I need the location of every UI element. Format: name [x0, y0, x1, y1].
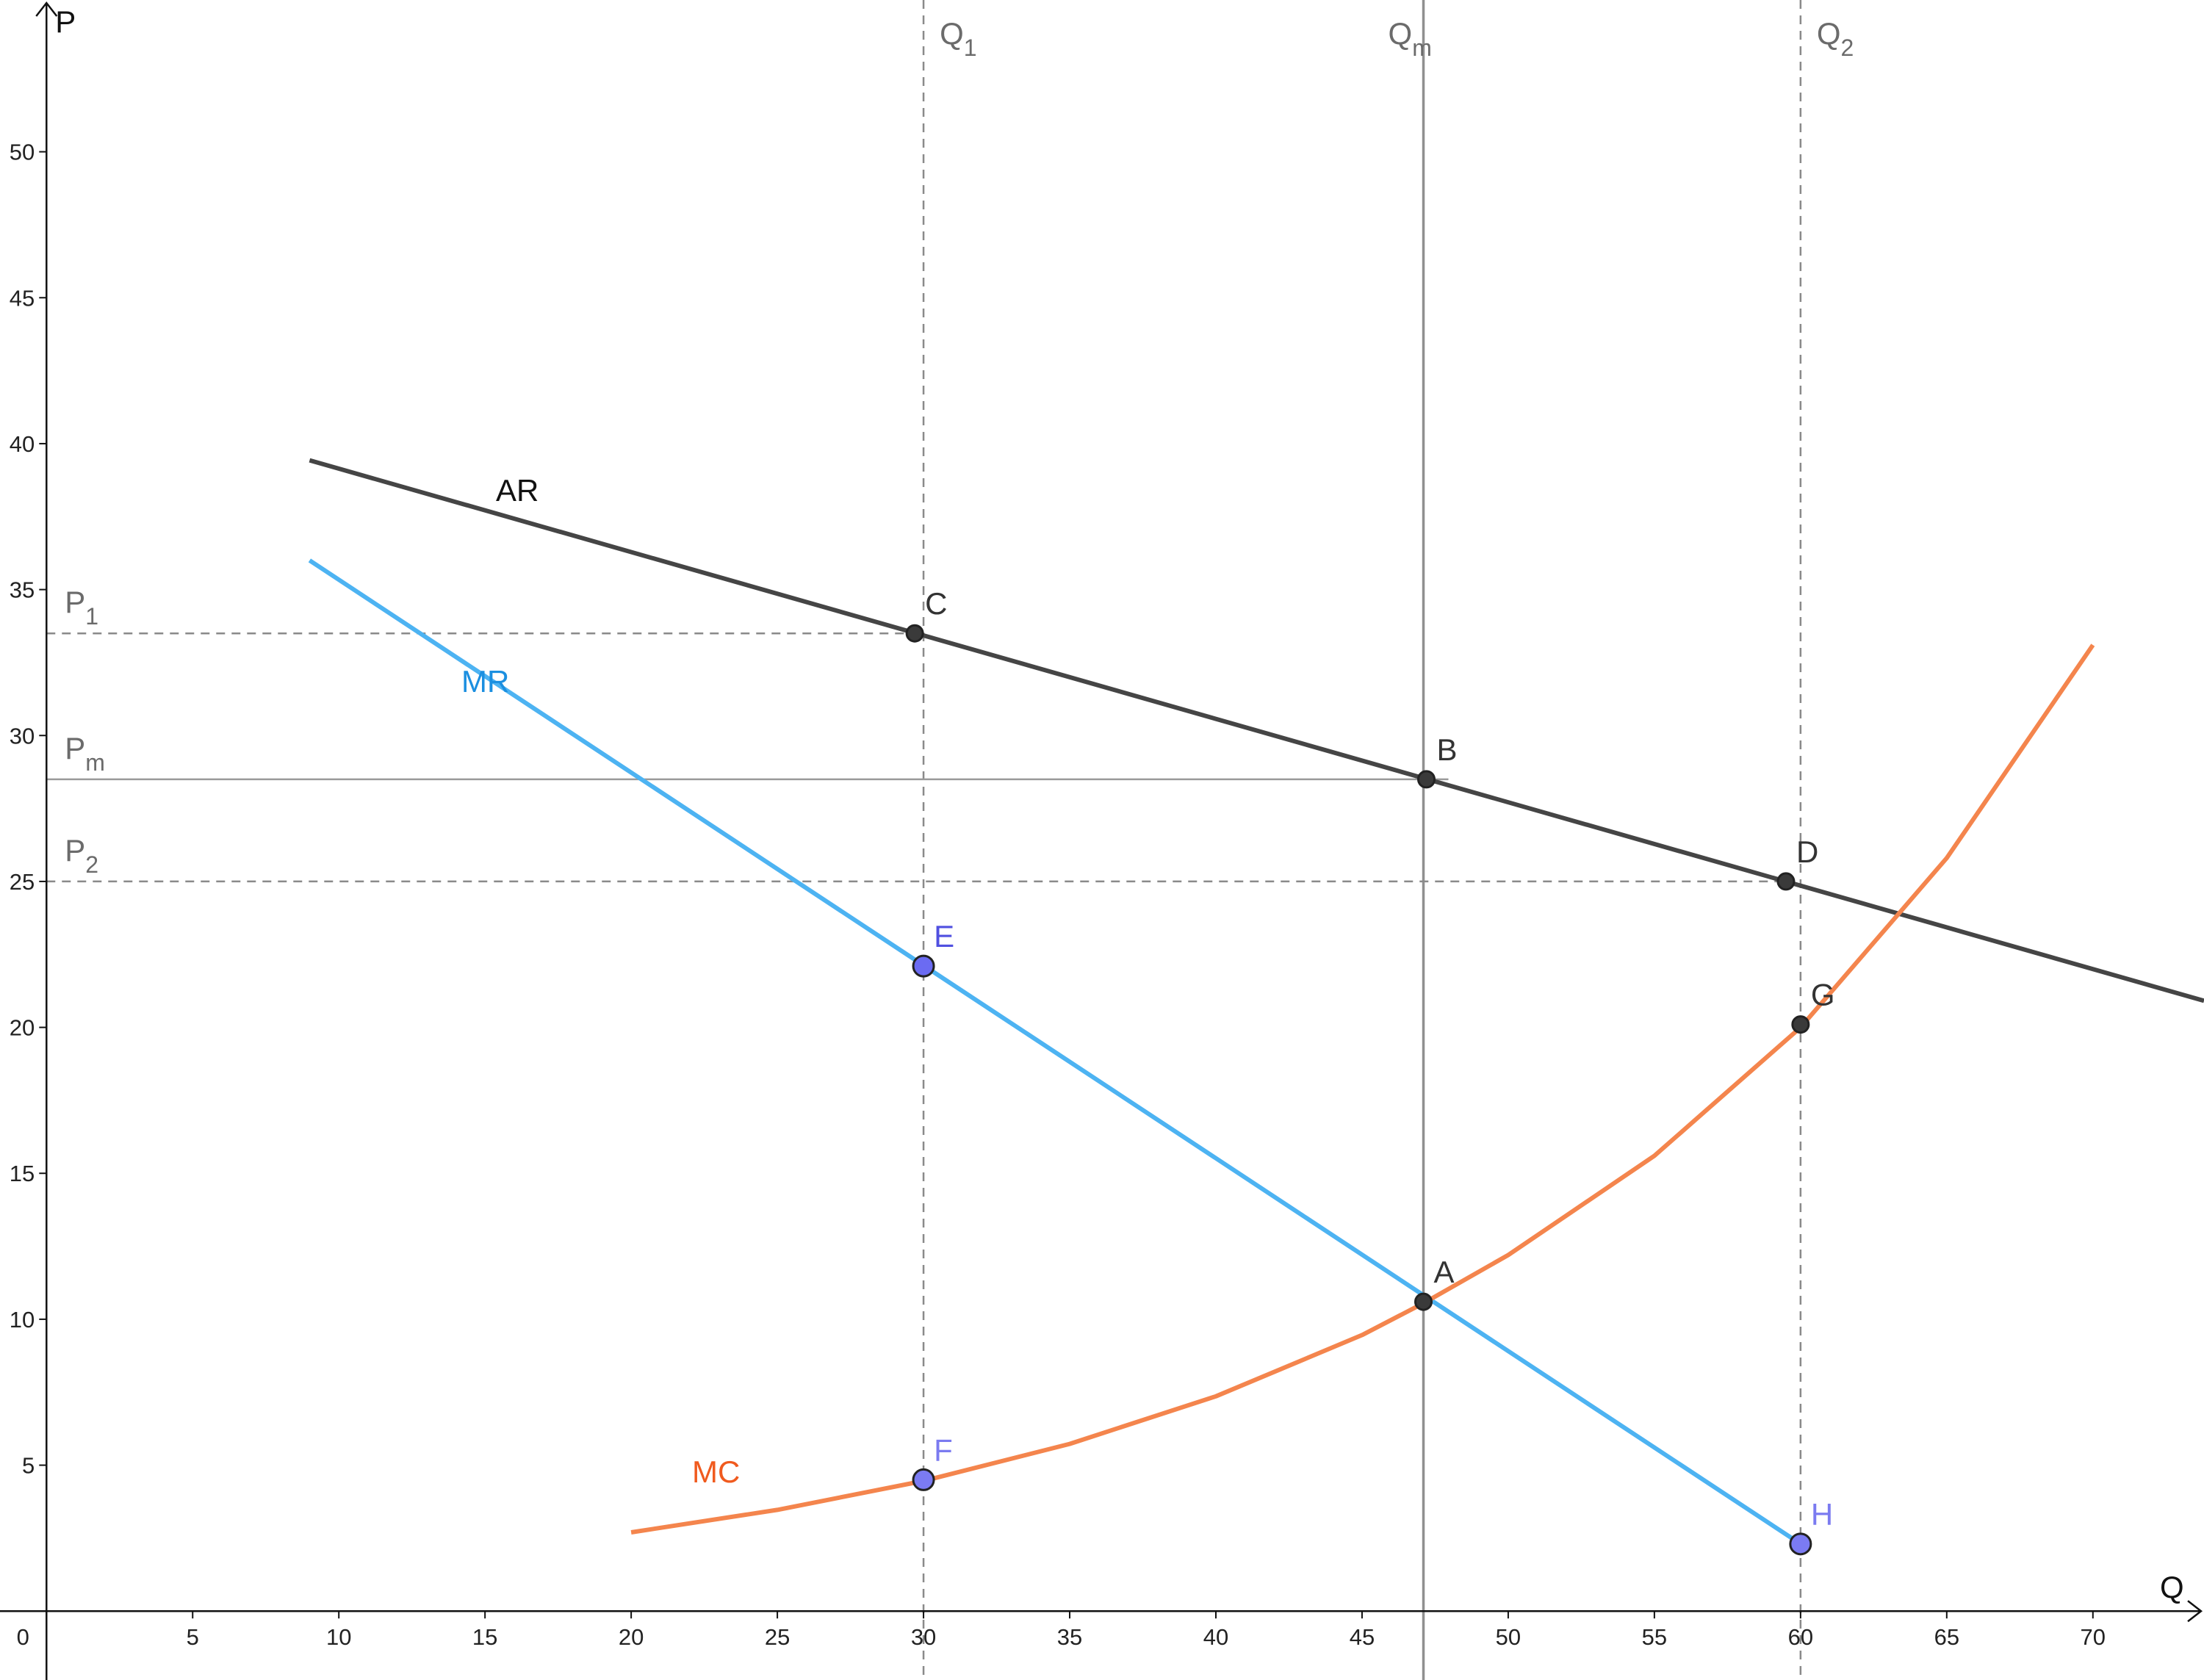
reference-label-main: P: [65, 585, 85, 619]
point-label: H: [1811, 1497, 1833, 1532]
y-tick-label: 40: [10, 431, 35, 457]
reference-label: Q2: [1817, 16, 1854, 61]
y-tick-label: 10: [10, 1307, 35, 1333]
point-label: C: [925, 586, 947, 621]
reference-label: P1: [65, 585, 98, 630]
reference-label-main: P: [65, 731, 85, 765]
curve: [630, 643, 2095, 1535]
reference-label-main: Q: [940, 16, 964, 51]
x-tick-label: 50: [1496, 1624, 1521, 1650]
point-label: D: [1796, 834, 1818, 869]
y-tick-label: 50: [10, 140, 35, 165]
x-axis-arrow: [2187, 1600, 2203, 1623]
point-label: E: [934, 919, 954, 953]
y-axis-label: P: [55, 4, 76, 39]
y-tick-label: 35: [10, 577, 35, 603]
reference-label-sub: 1: [85, 603, 98, 630]
point: [905, 624, 924, 643]
x-tick-label: 55: [1642, 1624, 1667, 1650]
x-tick-label: 10: [326, 1624, 351, 1650]
curve: [308, 558, 1802, 1546]
x-axis-label: Q: [2160, 1570, 2184, 1604]
x-tick-label: 20: [619, 1624, 644, 1650]
y-tick-label: 15: [10, 1161, 35, 1186]
point-label: F: [934, 1432, 953, 1467]
point: [912, 1468, 935, 1491]
point-label: G: [1811, 978, 1835, 1012]
reference-label: P2: [65, 833, 98, 878]
curve: [309, 458, 2204, 1003]
point: [1417, 770, 1436, 789]
x-tick-label: 65: [1934, 1624, 1959, 1650]
x-tick-label: 45: [1350, 1624, 1375, 1650]
reference-label-sub: 1: [964, 35, 977, 61]
curve-label: AR: [496, 473, 539, 508]
point: [1414, 1292, 1433, 1311]
x-tick-label: 15: [472, 1624, 497, 1650]
point-label: A: [1434, 1255, 1455, 1289]
reference-label-main: Q: [1389, 16, 1413, 51]
point: [1776, 872, 1796, 891]
reference-label-sub: m: [1412, 35, 1432, 61]
y-axis-arrow: [35, 1, 58, 17]
x-tick-label: 0: [17, 1624, 29, 1650]
x-tick-label: 70: [2081, 1624, 2106, 1650]
curve-label: MC: [692, 1454, 740, 1489]
point: [1791, 1015, 1810, 1034]
reference-label: Q1: [940, 16, 976, 61]
reference-label-main: Q: [1817, 16, 1841, 51]
y-tick-label: 5: [22, 1453, 35, 1479]
y-tick-label: 30: [10, 723, 35, 749]
point: [912, 954, 935, 978]
y-tick-label: 45: [10, 285, 35, 311]
y-tick-label: 20: [10, 1015, 35, 1041]
x-tick-label: 60: [1788, 1624, 1813, 1650]
reference-label: Pm: [65, 731, 105, 776]
x-tick-label: 25: [765, 1624, 790, 1650]
reference-label: Qm: [1389, 16, 1432, 61]
reference-label-main: P: [65, 833, 85, 868]
reference-label-sub: 2: [85, 851, 98, 878]
x-tick-label: 40: [1203, 1624, 1228, 1650]
reference-label-sub: 2: [1841, 35, 1854, 61]
y-tick-label: 25: [10, 869, 35, 895]
curve-label: MR: [461, 664, 509, 699]
point: [1789, 1532, 1812, 1556]
point-label: B: [1437, 732, 1458, 767]
x-tick-label: 5: [187, 1624, 199, 1650]
x-tick-label: 35: [1057, 1624, 1082, 1650]
x-tick-label: 30: [911, 1624, 936, 1650]
reference-label-sub: m: [85, 749, 105, 776]
